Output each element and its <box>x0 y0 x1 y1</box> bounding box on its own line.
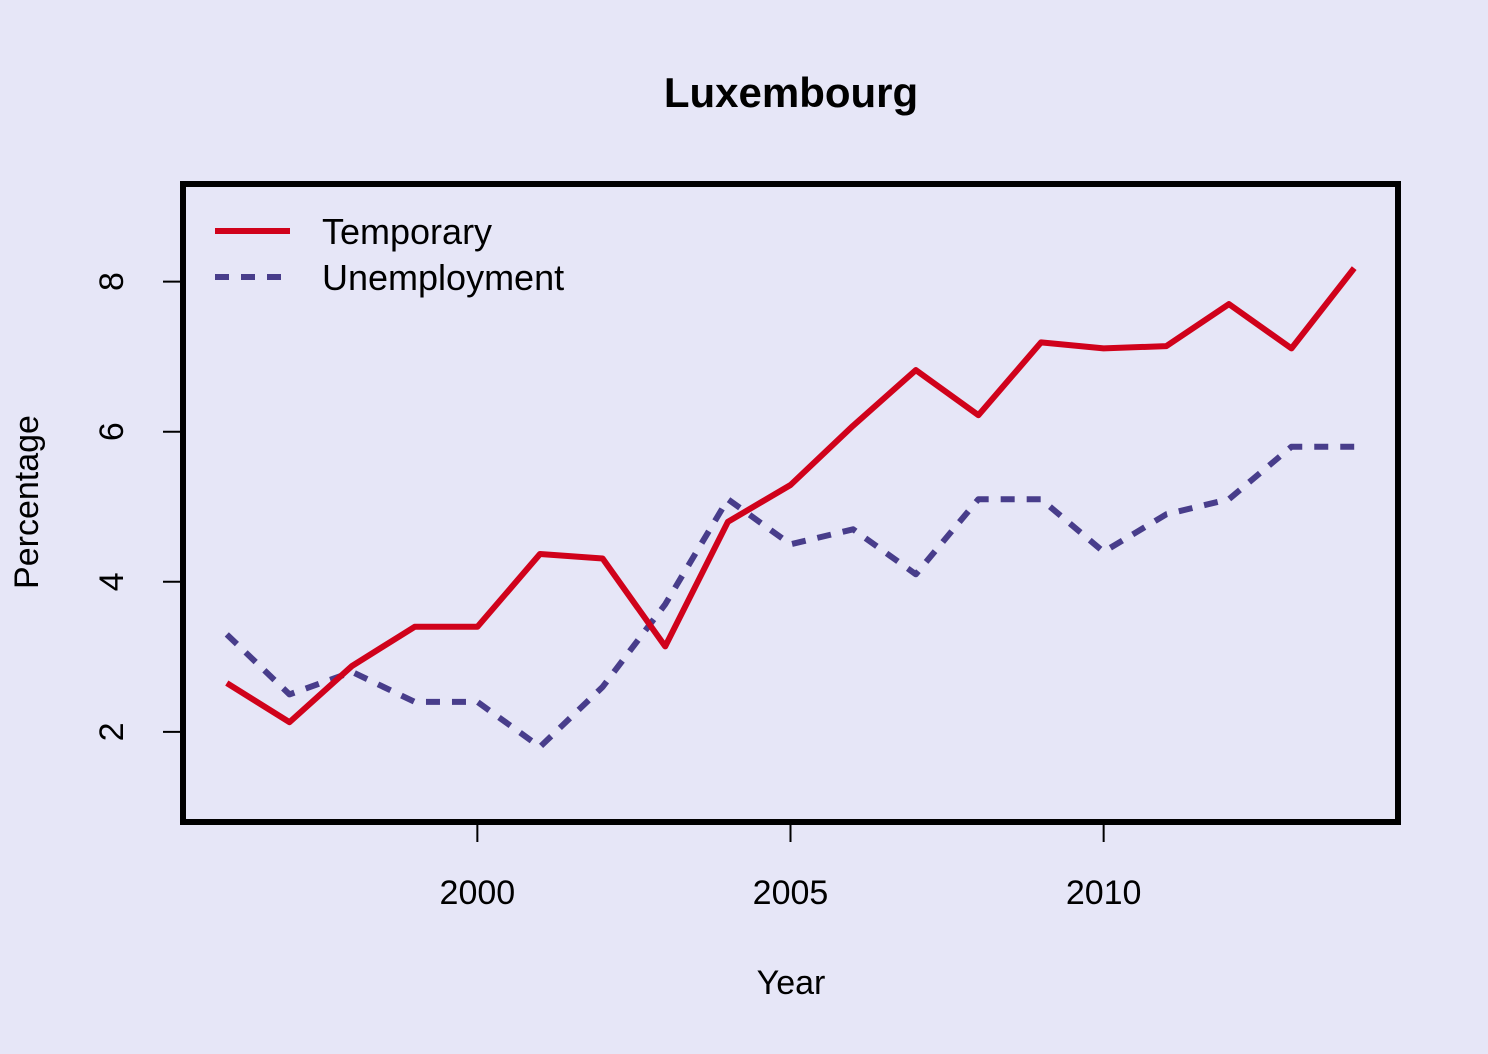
x-tick-label: 2005 <box>753 874 829 912</box>
legend-label-unemployment: Unemployment <box>322 257 564 298</box>
y-tick-label: 2 <box>93 722 131 741</box>
y-axis-ticks: 2 4 6 8 <box>93 272 183 741</box>
series-line-unemployment <box>224 443 1355 750</box>
legend: Temporary Unemployment <box>215 211 564 298</box>
y-tick-label: 4 <box>93 572 131 591</box>
legend-label-temporary: Temporary <box>322 211 492 252</box>
y-axis-label: Percentage <box>8 415 46 589</box>
y-tick-label: 6 <box>93 422 131 441</box>
x-axis-label: Year <box>757 964 826 1002</box>
plot-frame <box>180 181 1401 825</box>
series-line-temporary <box>225 266 1357 726</box>
x-tick-label: 2000 <box>440 874 516 912</box>
y-tick-label: 8 <box>93 272 131 291</box>
x-tick-label: 2010 <box>1066 874 1142 912</box>
series-layer <box>224 266 1357 750</box>
chart-title: Luxembourg <box>664 69 918 116</box>
x-axis-ticks: 2000 2005 2010 <box>440 822 1142 912</box>
